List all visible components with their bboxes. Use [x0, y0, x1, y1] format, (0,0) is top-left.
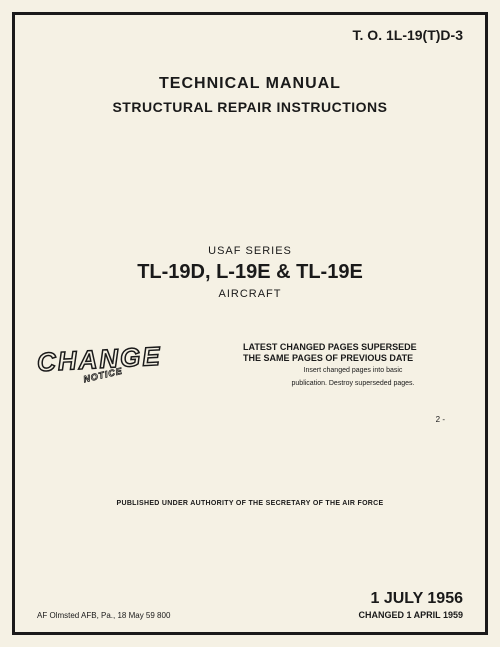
page-mark: 2 - — [436, 415, 445, 424]
destroy-instruction: publication. Destroy superseded pages. — [243, 380, 463, 388]
authority-line: PUBLISHED UNDER AUTHORITY OF THE SECRETA… — [37, 500, 463, 507]
series-label: USAF SERIES — [37, 245, 463, 257]
publication-date: 1 JULY 1956 — [358, 590, 463, 608]
supersede-block: LATEST CHANGED PAGES SUPERSEDE THE SAME … — [243, 342, 463, 388]
subtitle: STRUCTURAL REPAIR INSTRUCTIONS — [37, 99, 463, 115]
document-frame: T. O. 1L-19(T)D-3 TECHNICAL MANUAL STRUC… — [12, 12, 488, 635]
title: TECHNICAL MANUAL — [37, 75, 463, 93]
aircraft-type: AIRCRAFT — [37, 288, 463, 300]
header-block: TECHNICAL MANUAL STRUCTURAL REPAIR INSTR… — [37, 75, 463, 115]
supersede-line-2: THE SAME PAGES OF PREVIOUS DATE — [243, 353, 463, 364]
change-date: CHANGED 1 APRIL 1959 — [358, 610, 463, 620]
series-block: USAF SERIES TL-19D, L-19E & TL-19E AIRCR… — [37, 245, 463, 300]
aircraft-models: TL-19D, L-19E & TL-19E — [37, 261, 463, 284]
date-block: 1 JULY 1956 CHANGED 1 APRIL 1959 — [358, 590, 463, 620]
footer: AF Olmsted AFB, Pa., 18 May 59 800 1 JUL… — [37, 611, 463, 620]
insert-instruction: Insert changed pages into basic — [243, 367, 463, 375]
supersede-line-1: LATEST CHANGED PAGES SUPERSEDE — [243, 342, 463, 353]
change-stamp: CHANGE NOTICE — [37, 340, 187, 390]
technical-order-number: T. O. 1L-19(T)D-3 — [353, 27, 463, 43]
change-notice-row: CHANGE NOTICE LATEST CHANGED PAGES SUPER… — [37, 340, 463, 390]
